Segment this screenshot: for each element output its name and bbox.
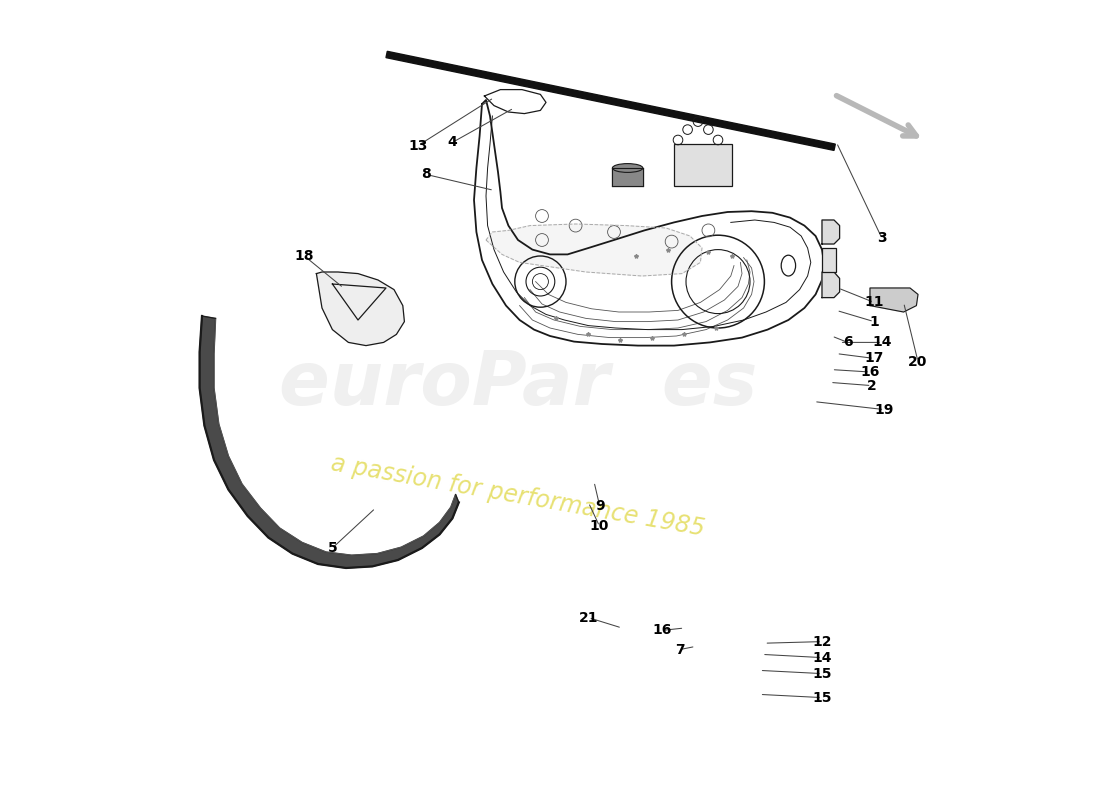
Text: 13: 13 — [408, 138, 428, 153]
Polygon shape — [613, 168, 642, 186]
Text: 2: 2 — [867, 378, 877, 393]
Text: 14: 14 — [812, 650, 832, 665]
Polygon shape — [822, 272, 839, 298]
Ellipse shape — [613, 164, 642, 172]
Text: 18: 18 — [295, 249, 315, 263]
Text: 7: 7 — [674, 642, 684, 657]
Text: 19: 19 — [874, 402, 894, 417]
Text: euroPar  es: euroPar es — [278, 347, 757, 421]
Bar — [822, 248, 836, 272]
Polygon shape — [870, 288, 918, 312]
Text: 14: 14 — [872, 335, 892, 350]
Text: 16: 16 — [860, 365, 880, 379]
Polygon shape — [317, 272, 405, 346]
Text: 9: 9 — [595, 498, 604, 513]
Polygon shape — [199, 316, 459, 568]
Text: 6: 6 — [843, 335, 852, 350]
Text: 3: 3 — [877, 231, 887, 246]
Polygon shape — [486, 224, 702, 276]
Text: 21: 21 — [579, 610, 598, 625]
Text: 20: 20 — [909, 354, 927, 369]
Text: 15: 15 — [812, 690, 832, 705]
Text: 4: 4 — [448, 135, 458, 150]
Text: 5: 5 — [328, 541, 338, 555]
Text: 15: 15 — [812, 666, 832, 681]
Text: 12: 12 — [812, 634, 832, 649]
Text: 10: 10 — [590, 519, 609, 534]
Text: a passion for performance 1985: a passion for performance 1985 — [329, 451, 707, 541]
Text: 8: 8 — [421, 167, 431, 182]
Text: 17: 17 — [865, 351, 883, 366]
Text: 11: 11 — [865, 295, 883, 310]
Text: 1: 1 — [869, 314, 879, 329]
Polygon shape — [386, 51, 835, 150]
Polygon shape — [822, 220, 839, 244]
Bar — [674, 144, 732, 186]
Text: 16: 16 — [652, 623, 672, 638]
